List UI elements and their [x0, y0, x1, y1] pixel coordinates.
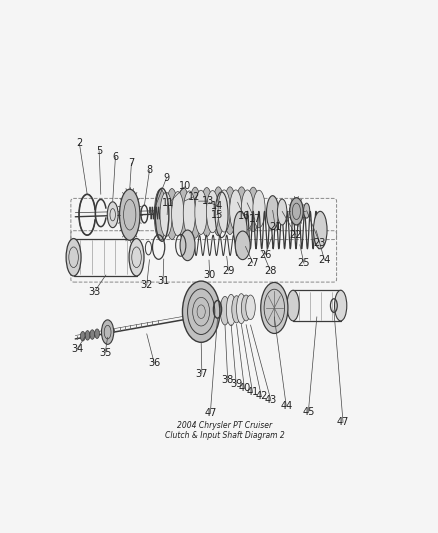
Text: 12: 12	[187, 192, 199, 201]
Text: 24: 24	[318, 255, 330, 265]
Text: 10: 10	[179, 182, 191, 191]
Text: 43: 43	[264, 395, 276, 405]
Text: 45: 45	[301, 407, 314, 417]
Ellipse shape	[245, 295, 254, 319]
Text: 21: 21	[268, 222, 281, 232]
Text: 23: 23	[313, 238, 325, 248]
Text: 36: 36	[148, 358, 160, 368]
Text: 44: 44	[279, 401, 292, 411]
Text: 33: 33	[88, 287, 100, 297]
Ellipse shape	[220, 296, 229, 325]
Ellipse shape	[200, 188, 212, 237]
Ellipse shape	[183, 191, 195, 235]
Ellipse shape	[194, 190, 207, 235]
Text: 7: 7	[128, 158, 134, 168]
Ellipse shape	[231, 296, 241, 323]
Text: 29: 29	[222, 266, 234, 276]
Ellipse shape	[218, 190, 230, 232]
Ellipse shape	[241, 295, 250, 321]
Text: 13: 13	[201, 196, 214, 206]
Text: 38: 38	[221, 375, 233, 385]
Text: 22: 22	[289, 230, 301, 240]
Text: 17: 17	[248, 214, 261, 224]
Ellipse shape	[252, 190, 265, 228]
Ellipse shape	[101, 320, 113, 344]
Ellipse shape	[260, 282, 287, 334]
Ellipse shape	[229, 190, 241, 231]
Ellipse shape	[80, 332, 85, 341]
Ellipse shape	[235, 187, 247, 233]
Ellipse shape	[171, 191, 184, 236]
Ellipse shape	[189, 187, 201, 238]
Text: 40: 40	[238, 383, 250, 393]
Ellipse shape	[180, 230, 194, 261]
Ellipse shape	[212, 187, 224, 236]
Ellipse shape	[289, 198, 303, 225]
Text: 25: 25	[297, 259, 310, 269]
Text: 2004 Chrysler PT Cruiser
Clutch & Input Shaft Diagram 2: 2004 Chrysler PT Cruiser Clutch & Input …	[165, 421, 284, 440]
Ellipse shape	[334, 290, 346, 321]
Ellipse shape	[206, 191, 218, 233]
Ellipse shape	[286, 290, 298, 321]
Ellipse shape	[129, 239, 144, 276]
Text: 32: 32	[140, 280, 152, 290]
Text: 5: 5	[96, 146, 102, 156]
Ellipse shape	[107, 202, 118, 228]
Ellipse shape	[85, 330, 90, 340]
Ellipse shape	[177, 188, 189, 239]
Text: 28: 28	[263, 265, 276, 276]
Ellipse shape	[241, 190, 253, 229]
Text: 31: 31	[156, 276, 169, 286]
Ellipse shape	[266, 196, 278, 230]
Ellipse shape	[303, 203, 309, 218]
Text: 37: 37	[195, 369, 208, 378]
Text: 14: 14	[211, 200, 223, 211]
Ellipse shape	[226, 294, 235, 326]
Ellipse shape	[66, 239, 81, 276]
Ellipse shape	[235, 231, 250, 260]
Ellipse shape	[119, 189, 140, 240]
Text: 27: 27	[246, 258, 258, 268]
Text: 11: 11	[161, 198, 173, 208]
Text: 16: 16	[237, 211, 249, 221]
Text: 9: 9	[163, 173, 169, 183]
Text: 41: 41	[246, 387, 258, 397]
Ellipse shape	[236, 294, 246, 324]
Ellipse shape	[277, 199, 286, 225]
Text: 15: 15	[210, 209, 223, 220]
Text: 39: 39	[230, 379, 242, 389]
Ellipse shape	[247, 187, 259, 231]
Text: 47: 47	[336, 417, 349, 427]
Ellipse shape	[160, 192, 172, 237]
Text: 26: 26	[258, 249, 271, 260]
Ellipse shape	[223, 187, 236, 235]
Text: 42: 42	[254, 391, 267, 401]
Text: 30: 30	[203, 270, 215, 280]
Text: 2: 2	[76, 138, 82, 148]
Text: 35: 35	[99, 348, 111, 358]
Text: 34: 34	[71, 344, 83, 354]
Ellipse shape	[90, 330, 95, 340]
Ellipse shape	[166, 189, 178, 239]
Ellipse shape	[95, 329, 99, 338]
Text: 47: 47	[204, 408, 216, 418]
Text: 6: 6	[112, 152, 118, 162]
Ellipse shape	[313, 211, 326, 249]
Ellipse shape	[154, 189, 166, 240]
Ellipse shape	[233, 211, 247, 249]
Ellipse shape	[182, 281, 219, 342]
Text: 8: 8	[146, 166, 152, 175]
